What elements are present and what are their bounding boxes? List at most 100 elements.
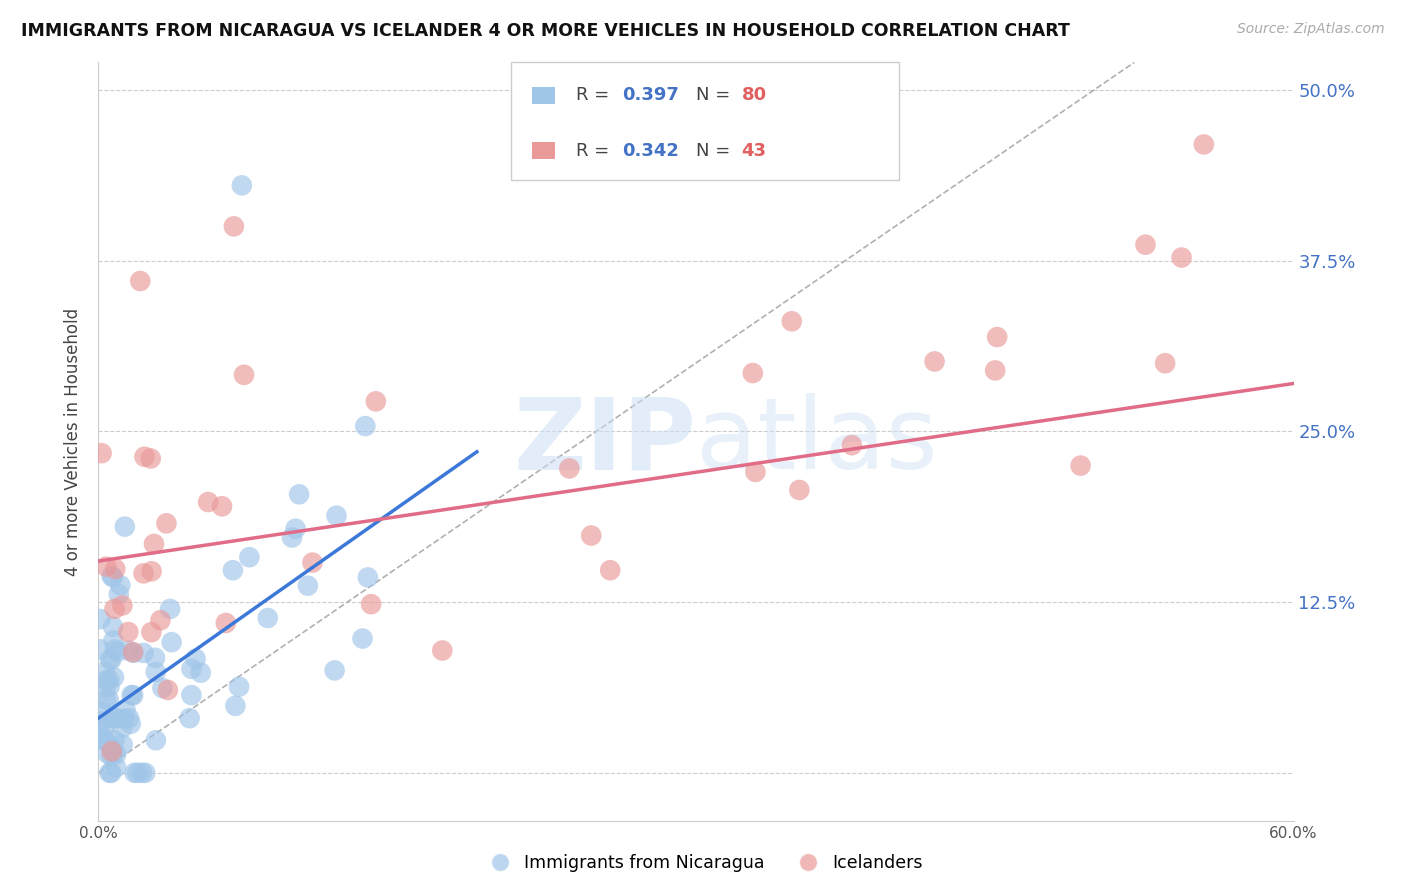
Text: IMMIGRANTS FROM NICARAGUA VS ICELANDER 4 OR MORE VEHICLES IN HOUSEHOLD CORRELATI: IMMIGRANTS FROM NICARAGUA VS ICELANDER 4… <box>21 22 1070 40</box>
Point <box>1154 356 1177 370</box>
Text: N =: N = <box>696 142 735 160</box>
Point <box>122 645 145 659</box>
Point <box>924 354 946 368</box>
Point <box>103 602 125 616</box>
Point <box>100 653 122 667</box>
Point <box>179 711 201 725</box>
Point <box>211 500 233 514</box>
Point <box>284 522 307 536</box>
Point <box>124 765 146 780</box>
Point <box>984 363 1007 377</box>
Point <box>297 579 319 593</box>
Point <box>132 566 155 581</box>
Point <box>111 721 134 735</box>
Point <box>101 744 124 758</box>
Point <box>94 693 117 707</box>
Point <box>143 650 166 665</box>
Point <box>222 563 245 577</box>
Point <box>101 620 124 634</box>
Point <box>117 625 139 640</box>
Point <box>98 765 121 780</box>
Point <box>111 599 134 613</box>
Point <box>114 519 136 533</box>
Point <box>190 665 212 680</box>
Point <box>1135 237 1157 252</box>
Point <box>90 714 112 728</box>
Point <box>145 665 167 679</box>
Point <box>301 556 323 570</box>
Point <box>98 652 121 666</box>
Point <box>145 733 167 747</box>
Point <box>129 274 152 288</box>
Point <box>132 646 155 660</box>
Text: R =: R = <box>576 142 616 160</box>
Point <box>98 673 121 687</box>
Point <box>231 178 253 193</box>
Text: 43: 43 <box>741 142 766 160</box>
Point <box>107 587 129 601</box>
Point <box>281 531 304 545</box>
Point <box>96 559 118 574</box>
Point <box>986 330 1008 344</box>
Point <box>149 613 172 627</box>
Text: R =: R = <box>576 87 616 104</box>
Point <box>122 688 145 702</box>
Point <box>256 611 278 625</box>
Point <box>360 597 382 611</box>
Point <box>118 711 141 725</box>
Point <box>100 569 122 583</box>
Point <box>134 450 156 464</box>
Point <box>89 725 111 739</box>
Point <box>1170 251 1192 265</box>
Point <box>121 688 143 702</box>
Point <box>180 662 202 676</box>
Point <box>323 664 346 678</box>
Point <box>155 516 177 531</box>
Point <box>101 711 124 725</box>
Point <box>197 495 219 509</box>
Point <box>357 570 380 584</box>
Point <box>96 673 118 688</box>
Point <box>110 578 132 592</box>
Point <box>89 732 111 747</box>
Text: 80: 80 <box>741 87 766 104</box>
Point <box>184 651 207 665</box>
Point <box>120 716 142 731</box>
Point <box>1192 137 1215 152</box>
Point <box>105 760 128 774</box>
Point <box>325 508 347 523</box>
Text: N =: N = <box>696 87 735 104</box>
Point <box>100 749 122 764</box>
Point <box>141 625 163 640</box>
Point <box>841 438 863 452</box>
Point <box>100 765 122 780</box>
Point <box>104 562 127 576</box>
Point <box>127 765 149 780</box>
Point <box>101 570 124 584</box>
FancyBboxPatch shape <box>510 62 900 180</box>
Point <box>104 711 127 725</box>
Point <box>89 642 111 657</box>
Point <box>143 537 166 551</box>
Point <box>741 366 763 380</box>
Point <box>558 461 581 475</box>
Point <box>90 446 112 460</box>
Point <box>364 394 387 409</box>
Point <box>1070 458 1092 473</box>
Point <box>160 635 183 649</box>
Point <box>118 643 141 657</box>
Point <box>432 643 454 657</box>
Point <box>105 711 128 725</box>
Point <box>222 219 245 234</box>
Point <box>93 665 115 679</box>
Point <box>111 738 134 752</box>
Point <box>103 633 125 648</box>
Text: 0.342: 0.342 <box>621 142 679 160</box>
Point <box>104 642 127 657</box>
Point <box>100 744 122 758</box>
Point <box>599 563 621 577</box>
Point <box>93 721 115 735</box>
Text: Source: ZipAtlas.com: Source: ZipAtlas.com <box>1237 22 1385 37</box>
Point <box>156 683 179 698</box>
Point <box>105 747 128 762</box>
